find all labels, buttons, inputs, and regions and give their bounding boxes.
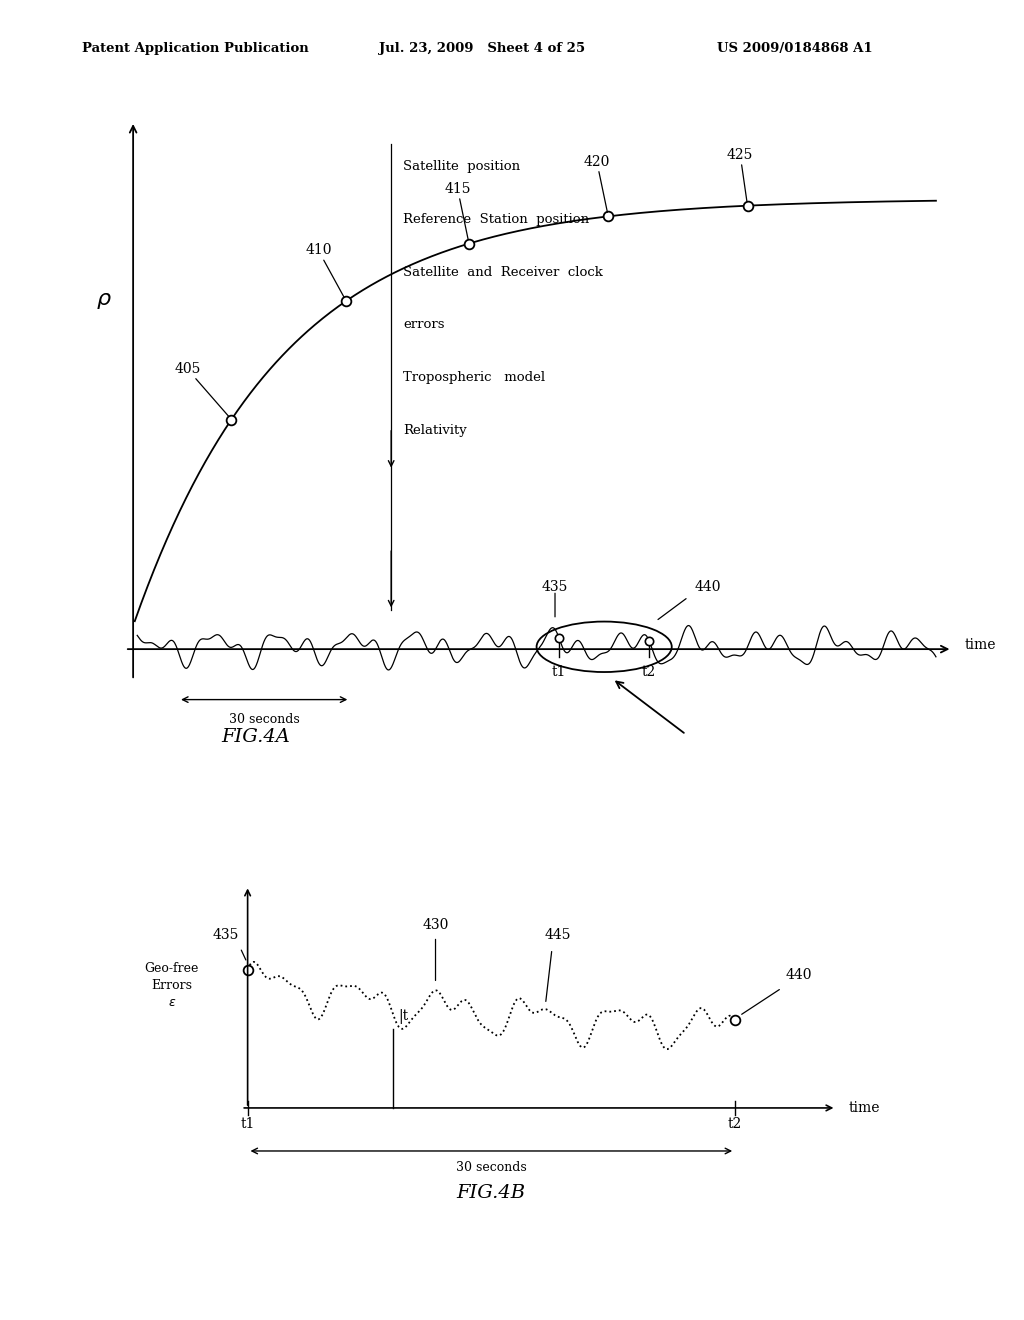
- Text: Satellite  position: Satellite position: [403, 160, 520, 173]
- Text: 440: 440: [785, 968, 812, 982]
- Text: 430: 430: [422, 917, 449, 932]
- Text: time: time: [965, 639, 996, 652]
- Text: Jul. 23, 2009   Sheet 4 of 25: Jul. 23, 2009 Sheet 4 of 25: [379, 42, 585, 55]
- Text: US 2009/0184868 A1: US 2009/0184868 A1: [717, 42, 872, 55]
- Text: 435: 435: [542, 579, 568, 594]
- Text: t2: t2: [728, 1117, 742, 1131]
- Text: 440: 440: [694, 579, 721, 594]
- Text: Relativity: Relativity: [403, 424, 467, 437]
- Text: 420: 420: [584, 154, 610, 213]
- Text: 445: 445: [545, 928, 571, 942]
- Text: 30 seconds: 30 seconds: [228, 713, 300, 726]
- Text: 415: 415: [444, 182, 471, 239]
- Text: Patent Application Publication: Patent Application Publication: [82, 42, 308, 55]
- Text: Tropospheric   model: Tropospheric model: [403, 371, 546, 384]
- Text: time: time: [849, 1101, 881, 1115]
- Text: 425: 425: [727, 148, 754, 202]
- Text: FIG.4A: FIG.4A: [221, 729, 291, 746]
- Text: Geo-free
Errors
$\varepsilon$: Geo-free Errors $\varepsilon$: [144, 962, 199, 1010]
- Text: $\rho$: $\rho$: [96, 289, 113, 310]
- Text: 30 seconds: 30 seconds: [456, 1162, 526, 1173]
- Text: 410: 410: [305, 243, 344, 297]
- Text: FIG.4B: FIG.4B: [457, 1184, 526, 1201]
- Text: t1: t1: [552, 665, 566, 680]
- Text: t2: t2: [642, 665, 656, 680]
- Text: Satellite  and  Receiver  clock: Satellite and Receiver clock: [403, 265, 603, 279]
- Text: Reference  Station  position: Reference Station position: [403, 213, 590, 226]
- Text: 435: 435: [212, 928, 239, 942]
- Text: t1: t1: [241, 1117, 255, 1131]
- Text: |t: |t: [398, 1010, 409, 1024]
- Text: 405: 405: [174, 362, 228, 416]
- Text: errors: errors: [403, 318, 445, 331]
